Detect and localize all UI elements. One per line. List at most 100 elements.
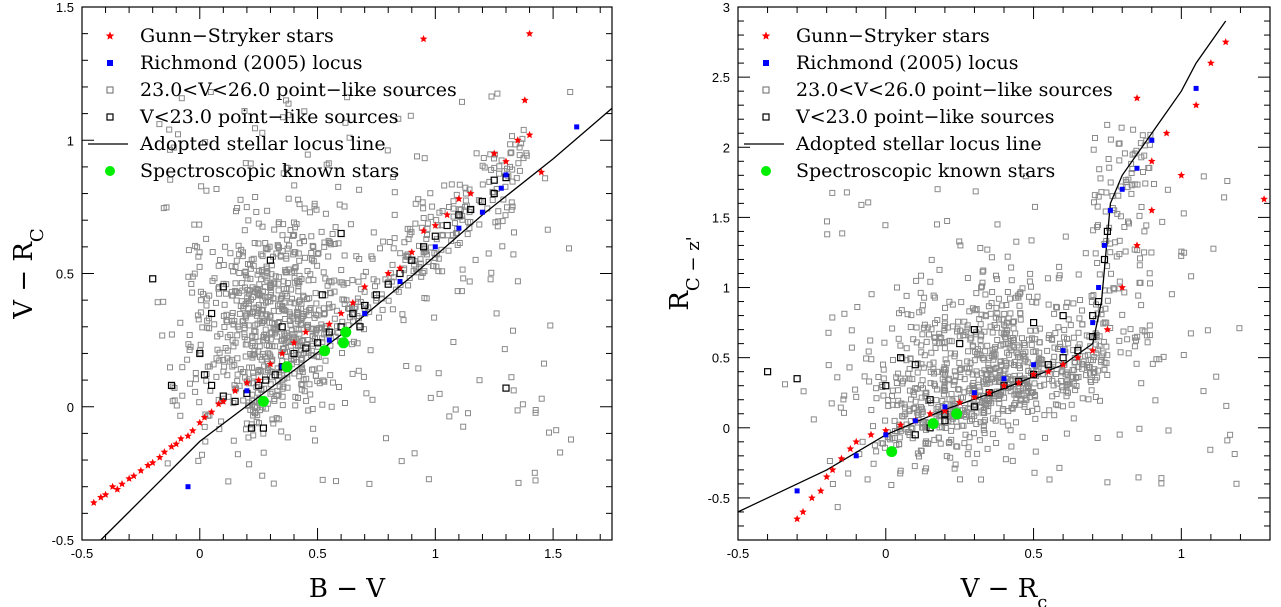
faint-source-point bbox=[896, 434, 903, 441]
faint-source-point bbox=[417, 260, 424, 267]
faint-source-point bbox=[451, 220, 458, 227]
richmond-locus-point bbox=[1107, 207, 1113, 213]
faint-source-point bbox=[519, 401, 526, 408]
bright-source-point bbox=[259, 424, 267, 432]
legend-item: Gunn−Stryker stars bbox=[761, 25, 990, 47]
faint-source-point bbox=[231, 318, 238, 325]
faint-source-point bbox=[436, 390, 443, 397]
faint-source-point bbox=[1053, 303, 1060, 310]
gunn-stryker-star bbox=[1015, 378, 1023, 387]
faint-source-point bbox=[216, 290, 222, 297]
faint-source-point bbox=[290, 231, 297, 238]
faint-source-point bbox=[275, 287, 282, 294]
faint-source-point bbox=[894, 402, 901, 409]
faint-source-point bbox=[322, 357, 329, 364]
faint-source-point bbox=[981, 430, 988, 437]
faint-source-point bbox=[810, 416, 817, 423]
richmond-locus-point bbox=[971, 390, 977, 396]
faint-source-point bbox=[335, 240, 342, 247]
legend-open-square-marker bbox=[762, 86, 770, 94]
bright-source-point bbox=[443, 221, 451, 230]
faint-source-point bbox=[1034, 293, 1041, 300]
faint-source-point bbox=[185, 273, 192, 280]
faint-source-point bbox=[298, 386, 305, 393]
faint-source-point bbox=[1082, 250, 1089, 257]
faint-source-point bbox=[1131, 181, 1138, 188]
faint-source-point bbox=[1049, 336, 1056, 343]
faint-source-point bbox=[1115, 192, 1122, 199]
faint-source-point bbox=[966, 434, 973, 441]
faint-source-point bbox=[267, 313, 274, 320]
faint-source-point bbox=[1070, 300, 1077, 307]
bright-source-point bbox=[420, 243, 428, 251]
faint-source-point bbox=[881, 339, 888, 346]
faint-source-point bbox=[291, 370, 298, 377]
faint-source-point bbox=[250, 294, 257, 300]
faint-source-point bbox=[314, 262, 321, 269]
faint-source-point bbox=[1044, 347, 1051, 354]
legend-item: Spectroscopic known stars bbox=[761, 160, 1055, 182]
faint-source-point bbox=[1004, 253, 1011, 260]
faint-source-point bbox=[1149, 360, 1156, 367]
faint-source-point bbox=[941, 323, 948, 329]
faint-source-point bbox=[421, 155, 428, 162]
faint-source-point bbox=[275, 320, 282, 326]
faint-source-point bbox=[1092, 250, 1099, 257]
faint-source-point bbox=[546, 429, 552, 436]
gunn-stryker-star bbox=[1074, 353, 1082, 361]
faint-source-point bbox=[1017, 365, 1023, 371]
faint-source-point bbox=[949, 301, 956, 308]
faint-source-point bbox=[997, 372, 1004, 378]
faint-source-point bbox=[228, 288, 235, 295]
gunn-stryker-star bbox=[431, 221, 440, 229]
faint-source-point bbox=[976, 316, 983, 322]
faint-source-point bbox=[1178, 248, 1185, 255]
faint-source-point bbox=[912, 398, 919, 405]
faint-source-point bbox=[1141, 152, 1148, 159]
legend-item: 23.0<V<26.0 point−like sources bbox=[106, 79, 457, 101]
faint-source-point bbox=[941, 314, 948, 321]
faint-source-point bbox=[430, 263, 436, 269]
faint-source-point bbox=[1032, 203, 1038, 210]
faint-source-point bbox=[159, 332, 166, 339]
faint-source-point bbox=[999, 418, 1006, 425]
bright-source-point bbox=[956, 340, 964, 348]
faint-source-point bbox=[1142, 180, 1149, 187]
faint-source-point bbox=[1124, 336, 1131, 343]
faint-source-point bbox=[342, 119, 349, 126]
bright-source-point bbox=[349, 309, 357, 318]
faint-source-point bbox=[1010, 337, 1017, 344]
bright-source-point bbox=[793, 375, 801, 383]
faint-source-point bbox=[919, 377, 926, 384]
faint-source-point bbox=[1102, 208, 1109, 215]
faint-source-point bbox=[961, 389, 968, 396]
faint-source-point bbox=[333, 307, 340, 314]
faint-source-point bbox=[800, 388, 807, 395]
faint-source-point bbox=[1200, 388, 1207, 395]
faint-source-point bbox=[907, 355, 914, 362]
gunn-stryker-star bbox=[219, 397, 228, 405]
faint-source-point bbox=[256, 338, 263, 345]
faint-source-point bbox=[1138, 204, 1145, 210]
faint-source-point bbox=[1003, 319, 1010, 326]
gunn-stryker-star bbox=[177, 434, 185, 442]
faint-source-point bbox=[1008, 264, 1015, 271]
faint-source-point bbox=[255, 220, 262, 227]
faint-source-point bbox=[995, 295, 1002, 302]
faint-source-point bbox=[428, 244, 434, 251]
faint-source-point bbox=[221, 301, 228, 308]
faint-source-point bbox=[369, 396, 376, 403]
faint-source-point bbox=[516, 144, 523, 151]
gunn-stryker-star bbox=[882, 426, 890, 434]
gunn-stryker-star bbox=[337, 309, 345, 317]
gunn-stryker-star bbox=[325, 320, 334, 328]
faint-source-point bbox=[1011, 358, 1018, 365]
faint-source-point bbox=[1116, 237, 1123, 244]
gunn-stryker-star bbox=[1133, 241, 1141, 249]
bright-source-point bbox=[926, 396, 934, 404]
faint-source-point bbox=[931, 380, 938, 387]
faint-source-point bbox=[248, 256, 255, 263]
faint-source-point bbox=[344, 280, 351, 287]
faint-source-point bbox=[313, 372, 319, 379]
faint-source-point bbox=[1037, 383, 1044, 390]
